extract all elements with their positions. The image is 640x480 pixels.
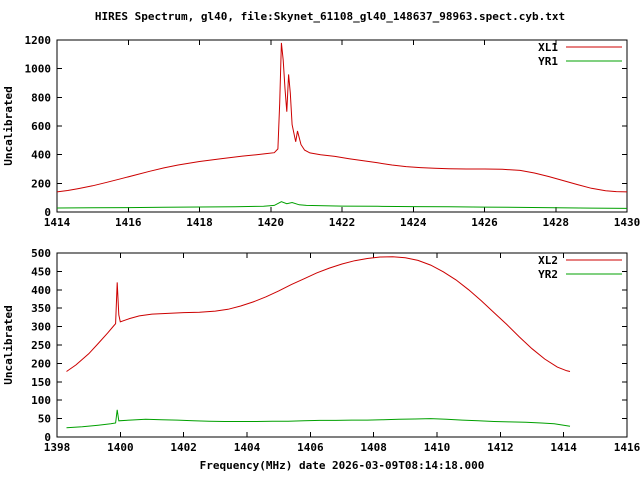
legend-label-xl1: XL1: [538, 41, 558, 54]
x-axis-title: Frequency(MHz) date 2026-03-09T08:14:18.…: [200, 459, 485, 472]
y-tick-label: 200: [31, 357, 51, 370]
series-line-yr1: [56, 201, 628, 209]
x-tick-label: 1416: [115, 216, 142, 229]
top-panel-ylabel: Uncalibrated: [2, 86, 15, 165]
chart-title: HIRES Spectrum, gl40, file:Skynet_61108_…: [95, 10, 565, 23]
top-panel: 1414 1416 1418 1420 1422 1424 1426 1428 1430 0 200…: [25, 34, 640, 229]
x-tick-label: 1398: [44, 441, 71, 454]
y-tick-label: 200: [31, 177, 51, 190]
y-tick-label: 600: [31, 120, 51, 133]
y-tick-label: 450: [31, 265, 51, 278]
legend-label-xl2: XL2: [538, 254, 558, 267]
x-tick-label: 1428: [543, 216, 570, 229]
y-tick-label: 150: [31, 376, 51, 389]
y-tick-label: 1000: [25, 63, 52, 76]
x-tick-label: 1430: [614, 216, 640, 229]
series-line-xl2: [66, 256, 571, 372]
x-tick-label: 1400: [107, 441, 134, 454]
bottom-panel-ylabel: Uncalibrated: [2, 305, 15, 384]
x-tick-label: 1416: [614, 441, 640, 454]
x-tick-label: 1402: [170, 441, 197, 454]
y-tick-label: 350: [31, 302, 51, 315]
series-line-yr2: [66, 409, 571, 429]
x-tick-label: 1404: [234, 441, 261, 454]
x-tick-label: 1418: [186, 216, 213, 229]
series-line-xl1: [56, 42, 628, 193]
y-tick-label: 400: [31, 284, 51, 297]
y-tick-label: 100: [31, 394, 51, 407]
y-tick-label: 500: [31, 247, 51, 260]
y-tick-label: 250: [31, 339, 51, 352]
x-tick-label: 1410: [424, 441, 451, 454]
y-tick-label: 0: [44, 431, 51, 444]
top-panel-legend: XL1 YR1: [538, 41, 622, 68]
x-tick-label: 1406: [297, 441, 324, 454]
x-tick-label: 1424: [400, 216, 427, 229]
y-tick-label: 800: [31, 91, 51, 104]
y-tick-label: 0: [44, 206, 51, 219]
legend-label-yr1: YR1: [538, 55, 558, 68]
y-tick-label: 400: [31, 149, 51, 162]
bottom-panel-legend: XL2 YR2: [538, 254, 622, 281]
x-tick-label: 1422: [329, 216, 356, 229]
x-tick-label: 1414: [44, 216, 71, 229]
legend-label-yr2: YR2: [538, 268, 558, 281]
y-tick-label: 300: [31, 321, 51, 334]
y-tick-label: 1200: [25, 34, 52, 47]
x-tick-label: 1426: [471, 216, 498, 229]
x-tick-label: 1412: [487, 441, 514, 454]
bottom-panel: 1398 1400 1402 1404 1406 1408 1410 1412 1414 1416…: [31, 247, 640, 454]
x-tick-label: 1414: [550, 441, 577, 454]
x-tick-label: 1408: [360, 441, 387, 454]
y-tick-label: 50: [38, 413, 51, 426]
x-tick-label: 1420: [258, 216, 285, 229]
